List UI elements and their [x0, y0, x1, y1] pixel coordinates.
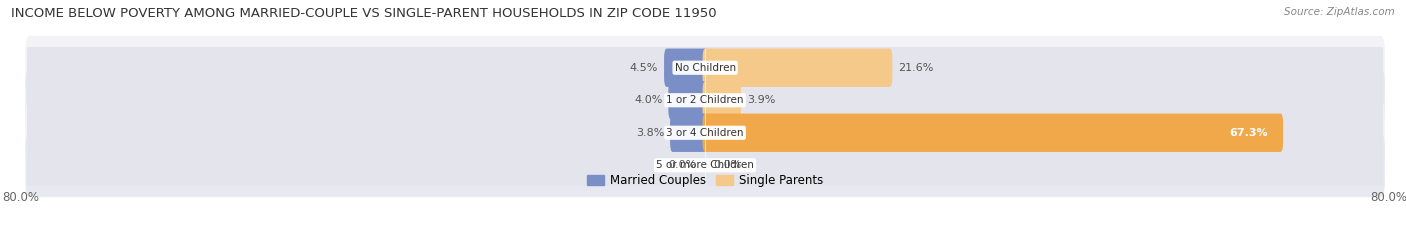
FancyBboxPatch shape [27, 95, 711, 171]
FancyBboxPatch shape [25, 68, 1385, 132]
FancyBboxPatch shape [27, 127, 711, 203]
FancyBboxPatch shape [668, 81, 707, 120]
Text: 4.0%: 4.0% [634, 95, 662, 105]
Text: No Children: No Children [675, 63, 735, 73]
Text: 1 or 2 Children: 1 or 2 Children [666, 95, 744, 105]
Text: 3.8%: 3.8% [636, 128, 664, 138]
Text: 0.0%: 0.0% [668, 160, 696, 170]
Text: 21.6%: 21.6% [898, 63, 934, 73]
Legend: Married Couples, Single Parents: Married Couples, Single Parents [582, 169, 828, 192]
FancyBboxPatch shape [25, 134, 1385, 197]
FancyBboxPatch shape [703, 48, 893, 87]
Text: Source: ZipAtlas.com: Source: ZipAtlas.com [1284, 7, 1395, 17]
Text: 5 or more Children: 5 or more Children [657, 160, 754, 170]
Text: 67.3%: 67.3% [1229, 128, 1268, 138]
FancyBboxPatch shape [703, 127, 1384, 203]
FancyBboxPatch shape [703, 95, 1384, 171]
FancyBboxPatch shape [703, 113, 1284, 152]
Text: 0.0%: 0.0% [714, 160, 742, 170]
Text: INCOME BELOW POVERTY AMONG MARRIED-COUPLE VS SINGLE-PARENT HOUSEHOLDS IN ZIP COD: INCOME BELOW POVERTY AMONG MARRIED-COUPL… [11, 7, 717, 20]
Text: 3 or 4 Children: 3 or 4 Children [666, 128, 744, 138]
FancyBboxPatch shape [27, 62, 711, 138]
FancyBboxPatch shape [27, 30, 711, 106]
FancyBboxPatch shape [703, 81, 741, 120]
Text: 4.5%: 4.5% [630, 63, 658, 73]
FancyBboxPatch shape [25, 101, 1385, 165]
FancyBboxPatch shape [703, 62, 1384, 138]
FancyBboxPatch shape [25, 36, 1385, 99]
FancyBboxPatch shape [703, 30, 1384, 106]
FancyBboxPatch shape [671, 113, 707, 152]
FancyBboxPatch shape [664, 48, 707, 87]
Text: 3.9%: 3.9% [747, 95, 775, 105]
